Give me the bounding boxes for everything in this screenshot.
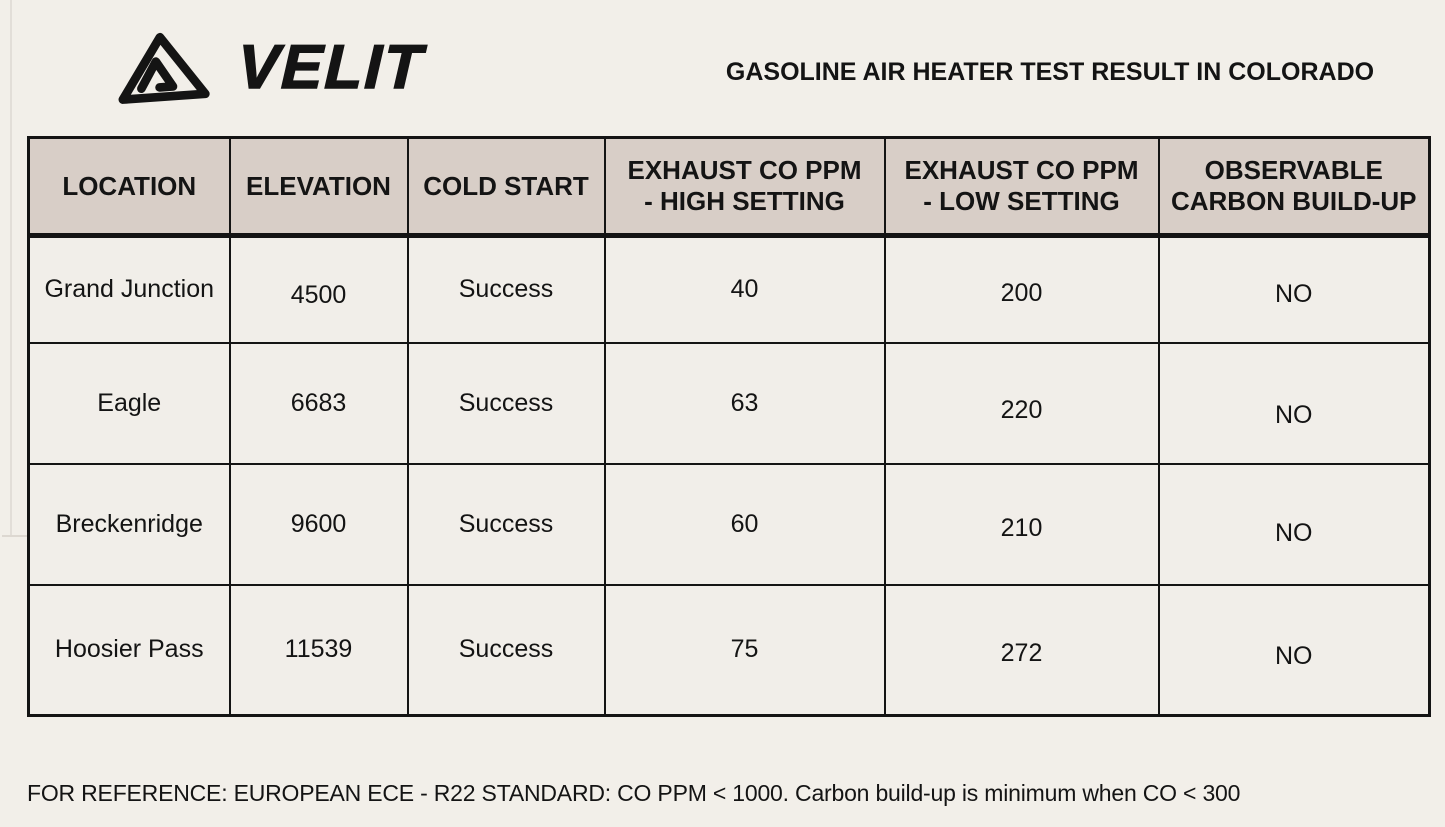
results-table: LOCATION ELEVATION COLD START EXHAUST CO… [27,136,1431,717]
column-header-carbon-buildup: OBSERVABLE CARBON BUILD-UP [1157,136,1431,238]
cell-co-high: 63 [603,341,886,465]
cell-co-low: 220 [883,341,1160,465]
cell-location: Grand Junction [27,234,231,344]
reference-note: FOR REFERENCE: EUROPEAN ECE - R22 STANDA… [27,780,1241,806]
table-header-row: LOCATION ELEVATION COLD START EXHAUST CO… [27,136,1431,238]
scan-artifact-horizontal-line [2,535,47,537]
table-row: Grand Junction 4500 Success 40 200 NO [27,234,1431,344]
cell-location: Hoosier Pass [27,583,231,717]
brand-logo: VELIT [112,28,426,106]
column-header-co-high: EXHAUST CO PPM - HIGH SETTING [603,136,886,238]
cell-co-low: 272 [883,583,1160,717]
column-header-co-low: EXHAUST CO PPM - LOW SETTING [883,136,1160,238]
cell-co-high: 75 [603,583,886,717]
cell-cold-start: Success [406,234,606,344]
cell-elevation: 11539 [228,583,409,717]
cell-co-high: 60 [603,462,886,586]
column-header-elevation: ELEVATION [228,136,409,238]
cell-carbon-buildup: NO [1157,234,1431,344]
table-row: Eagle 6683 Success 63 220 NO [27,341,1431,465]
cell-elevation: 9600 [228,462,409,586]
cell-elevation: 6683 [228,341,409,465]
triangle-mountain-logo-icon [118,32,210,104]
column-header-location: LOCATION [27,136,231,238]
cell-carbon-buildup: NO [1157,341,1431,465]
cell-location: Eagle [27,341,231,465]
cell-cold-start: Success [406,462,606,586]
table-row: Hoosier Pass 11539 Success 75 272 NO [27,583,1431,717]
cell-carbon-buildup: NO [1157,583,1431,717]
cell-co-low: 200 [883,234,1160,344]
page-title: GASOLINE AIR HEATER TEST RESULT IN COLOR… [725,58,1375,86]
cell-co-high: 40 [603,234,886,344]
cell-elevation: 4500 [228,234,409,344]
cell-cold-start: Success [406,583,606,717]
column-header-cold-start: COLD START [406,136,606,238]
table-row: Breckenridge 9600 Success 60 210 NO [27,462,1431,586]
cell-location: Breckenridge [27,462,231,586]
brand-name: VELIT [236,32,426,103]
cell-cold-start: Success [406,341,606,465]
cell-co-low: 210 [883,462,1160,586]
scan-artifact-vertical-line [10,0,12,537]
cell-carbon-buildup: NO [1157,462,1431,586]
